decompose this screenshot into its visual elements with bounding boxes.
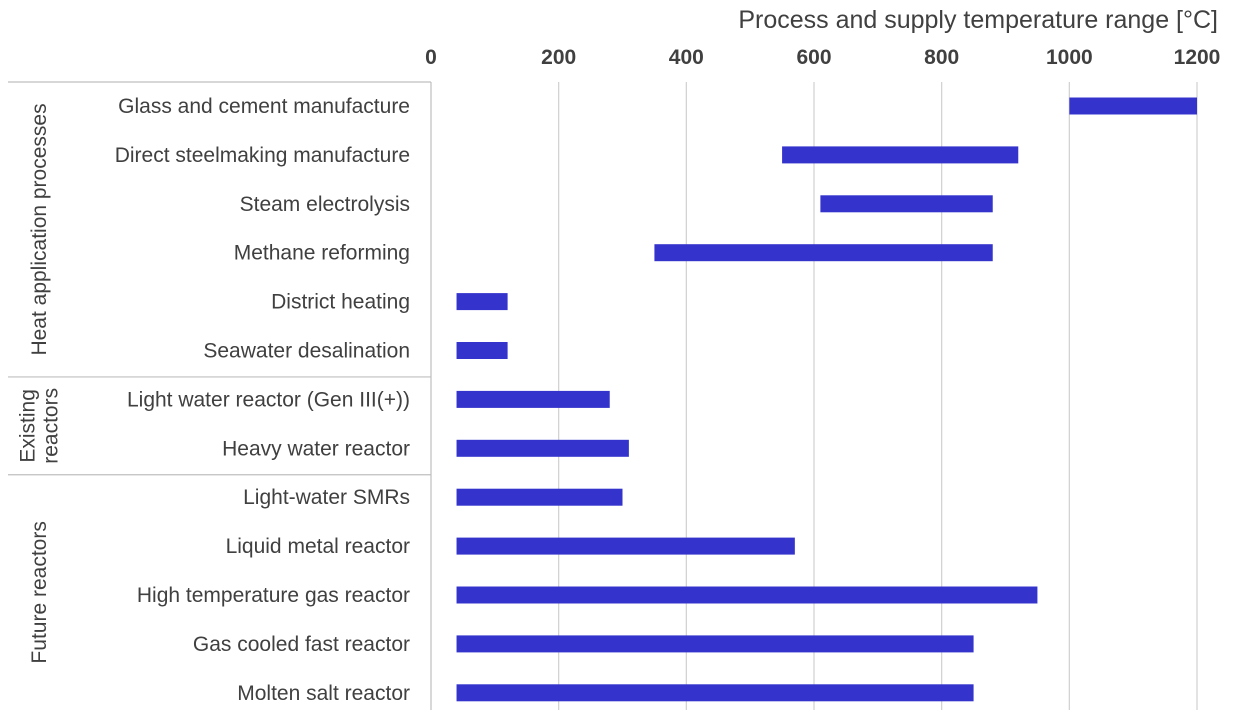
x-tick-label: 200 (541, 46, 576, 69)
range-bar (456, 684, 974, 702)
category-label: District heating (271, 291, 410, 314)
group-label: Heat application processes (28, 103, 51, 355)
range-bar (456, 390, 610, 408)
x-tick-label: 1000 (1046, 46, 1093, 69)
category-label: Molten salt reactor (237, 682, 410, 705)
range-bar (456, 635, 974, 653)
x-axis-title: Process and supply temperature range [°C… (738, 6, 1218, 34)
category-label: Light-water SMRs (243, 486, 410, 509)
category-label: Light water reactor (Gen III(+)) (127, 388, 410, 411)
x-tick-label: 1200 (1174, 46, 1221, 69)
range-bar (456, 439, 629, 457)
category-label: Steam electrolysis (240, 193, 410, 216)
category-label: Glass and cement manufacture (118, 95, 410, 118)
x-tick-label: 400 (669, 46, 704, 69)
range-bar (782, 146, 1019, 164)
range-bar (456, 488, 623, 506)
category-label: Seawater desalination (203, 340, 410, 363)
range-bar (654, 244, 993, 262)
category-label: Heavy water reactor (222, 437, 410, 460)
x-tick-label: 600 (796, 46, 831, 69)
range-bar (456, 537, 795, 555)
category-label: Direct steelmaking manufacture (115, 144, 410, 167)
group-label: Existingreactors (17, 388, 63, 464)
category-label: High temperature gas reactor (137, 584, 410, 607)
category-label: Methane reforming (234, 242, 410, 265)
category-label: Gas cooled fast reactor (193, 633, 410, 656)
range-bar (820, 195, 993, 213)
x-tick-label: 0 (425, 46, 437, 69)
category-label: Liquid metal reactor (226, 535, 410, 558)
x-tick-label: 800 (924, 46, 959, 69)
range-bar (456, 342, 508, 359)
range-bar (1069, 97, 1197, 115)
range-bar (456, 586, 1038, 604)
range-bar (456, 293, 508, 311)
group-label: Future reactors (28, 521, 51, 663)
